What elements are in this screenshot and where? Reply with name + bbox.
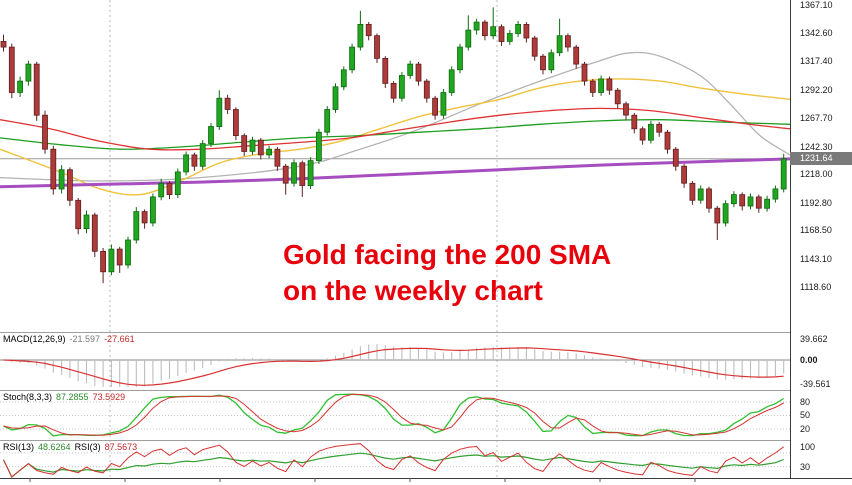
stoch-scale-80: 80 bbox=[800, 397, 811, 407]
rsi-scale-100: 100 bbox=[800, 442, 816, 452]
price-scale-label: 1242.30 bbox=[800, 142, 833, 152]
macd-label: MACD(12,26,9) -21.597 -27.661 bbox=[3, 334, 139, 344]
annotation-line2: on the weekly chart bbox=[283, 275, 543, 306]
chart-annotation: Gold facing the 200 SMA on the weekly ch… bbox=[283, 237, 611, 309]
current-price-badge: 1231.64 bbox=[790, 152, 852, 165]
ma-lines-layer bbox=[0, 51, 791, 196]
price-scale-label: 1168.50 bbox=[800, 225, 832, 235]
price-scale-label: 1143.10 bbox=[800, 254, 832, 264]
rsi13-name: RSI(13) bbox=[3, 442, 35, 452]
rsi-label: RSI(13) 48.6264 RSI(3) 87.5673 bbox=[3, 442, 141, 452]
price-scale-label: 1367.10 bbox=[800, 0, 833, 10]
rsi-layer bbox=[0, 443, 790, 478]
stoch-scale-20: 20 bbox=[800, 424, 811, 434]
stoch-layer bbox=[0, 393, 790, 437]
macd-signal-value: -27.661 bbox=[104, 334, 135, 344]
price-scale-label: 1342.60 bbox=[800, 28, 833, 38]
stoch-k-value: 87.2855 bbox=[56, 392, 89, 402]
ma-green bbox=[0, 119, 791, 150]
rsi3-name: RSI(3) bbox=[74, 442, 101, 452]
price-scale-label: 1192.80 bbox=[800, 198, 832, 208]
macd-layer bbox=[0, 344, 790, 387]
rsi-scale-30: 30 bbox=[800, 462, 811, 472]
macd-scale-zero: 0.00 bbox=[800, 355, 818, 365]
macd-main-value: -21.597 bbox=[69, 334, 101, 344]
annotation-line1: Gold facing the 200 SMA bbox=[283, 239, 612, 270]
rsi13-value: 48.6264 bbox=[38, 442, 71, 452]
stoch-d-value: 73.5929 bbox=[92, 392, 126, 402]
price-scale-label: 1218.00 bbox=[800, 169, 833, 179]
ma-red bbox=[0, 107, 791, 151]
stoch-name: Stoch(8,3,3) bbox=[3, 392, 53, 402]
stoch-label: Stoch(8,3,3) 87.2855 73.5929 bbox=[3, 392, 129, 402]
price-scale-label: 1267.70 bbox=[800, 113, 833, 123]
price-scale-label: 1317.40 bbox=[800, 56, 833, 66]
price-scale-label: 1292.20 bbox=[800, 85, 833, 95]
ma-gray-slow bbox=[0, 51, 791, 182]
price-axis[interactable]: 1367.10 1342.60 1317.40 1292.20 1267.70 … bbox=[790, 0, 852, 478]
candles-layer bbox=[0, 7, 787, 284]
stoch-scale-50: 50 bbox=[800, 410, 811, 420]
rsi3-value: 87.5673 bbox=[104, 442, 138, 452]
price-scale-label: 1118.60 bbox=[800, 282, 832, 292]
macd-scale-low: -39.561 bbox=[800, 379, 831, 389]
macd-name: MACD(12,26,9) bbox=[3, 334, 66, 344]
sma-200-purple bbox=[0, 157, 791, 189]
ma-yellow bbox=[0, 78, 791, 196]
macd-scale-high: 39.662 bbox=[800, 334, 828, 344]
